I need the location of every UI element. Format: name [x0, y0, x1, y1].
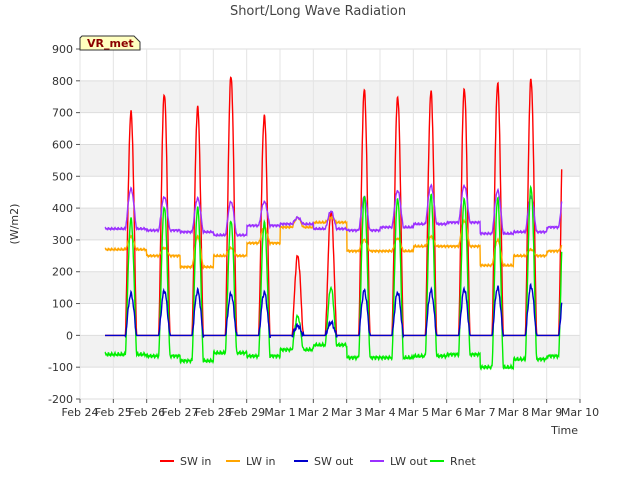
legend-label: SW in	[180, 455, 211, 468]
legend-label: LW in	[246, 455, 276, 468]
x-axis-label: Time	[550, 424, 578, 437]
legend-label: Rnet	[450, 455, 476, 468]
station-badge: VR_met	[79, 35, 141, 51]
y-tick-label: 600	[52, 138, 73, 151]
x-tick-label: Mar 9	[531, 406, 562, 419]
legend-label: LW out	[390, 455, 428, 468]
x-tick-label: Feb 26	[128, 406, 165, 419]
y-axis: -200 -100 0 100 200 300 400 500 600 700 800 900	[48, 43, 80, 406]
x-tick-label: Mar 8	[498, 406, 529, 419]
series-line-lw-out	[104, 183, 563, 238]
y-tick-label: 500	[52, 170, 73, 183]
x-tick-label: Mar 2	[298, 406, 329, 419]
grid-band	[80, 144, 580, 177]
x-tick-label: Mar 3	[331, 406, 362, 419]
station-label: VR_met	[87, 37, 134, 50]
legend-label: SW out	[314, 455, 354, 468]
series-line-lw-in	[104, 215, 563, 270]
y-tick-label: 800	[52, 75, 73, 88]
x-tick-label: Mar 1	[264, 406, 295, 419]
y-tick-label: 100	[52, 298, 73, 311]
y-tick-label: 0	[66, 329, 73, 342]
y-tick-label: 700	[52, 107, 73, 120]
x-tick-label: Mar 5	[398, 406, 429, 419]
x-tick-label: Feb 25	[95, 406, 132, 419]
series-line-rnet	[104, 184, 563, 371]
y-tick-label: 400	[52, 202, 73, 215]
x-tick-label: Feb 24	[62, 406, 99, 419]
y-tick-label: -100	[48, 361, 73, 374]
series-line-sw-out	[105, 282, 563, 339]
grid-band	[80, 271, 580, 304]
x-tick-label: Feb 29	[228, 406, 265, 419]
series-lines	[104, 76, 563, 371]
y-axis-label: (W/m2)	[8, 204, 21, 245]
y-tick-label: -200	[48, 393, 73, 406]
x-tick-label: Feb 27	[162, 406, 199, 419]
y-tick-label: 200	[52, 266, 73, 279]
chart-title: Short/Long Wave Radiation	[230, 4, 406, 19]
y-tick-label: 300	[52, 234, 73, 247]
grid-band	[80, 80, 580, 113]
x-tick-label: Mar 10	[561, 406, 599, 419]
y-tick-label: 900	[52, 43, 73, 56]
x-tick-label: Mar 4	[364, 406, 395, 419]
legend: SW in LW in SW out LW out Rnet	[160, 455, 476, 468]
x-tick-label: Mar 7	[464, 406, 495, 419]
grid-band	[80, 335, 580, 368]
x-tick-label: Mar 6	[431, 406, 462, 419]
x-tick-label: Feb 28	[195, 406, 232, 419]
